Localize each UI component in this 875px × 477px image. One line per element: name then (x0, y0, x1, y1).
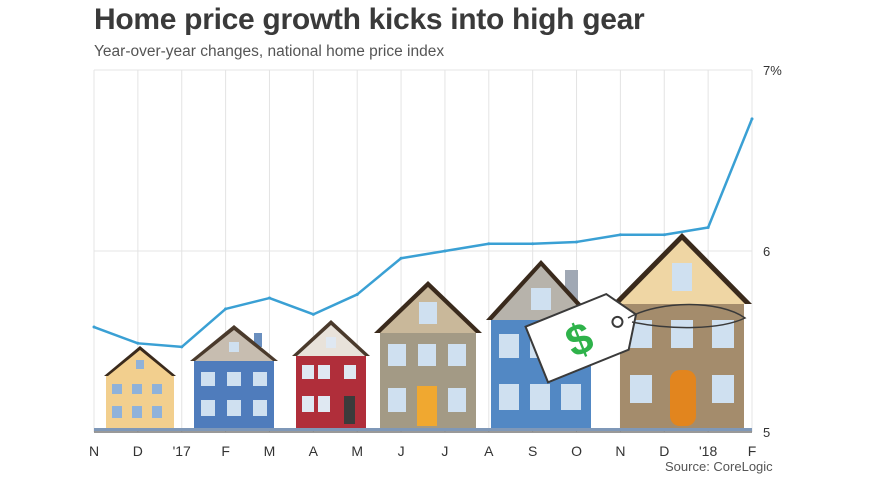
x-tick-label: O (571, 443, 582, 459)
data-point (487, 242, 491, 246)
y-tick-label: 6 (763, 244, 770, 259)
data-point (92, 325, 96, 329)
price-tag-icon: $ (524, 292, 638, 384)
x-tick-label: '17 (173, 443, 191, 459)
series-line (93, 118, 754, 349)
tag-string (627, 303, 747, 329)
x-tick-label: F (748, 443, 757, 459)
data-point (706, 225, 710, 229)
source-note: Source: CoreLogic (665, 459, 773, 474)
data-point (180, 345, 184, 349)
data-point (575, 240, 579, 244)
house-2-icon (190, 325, 278, 428)
y-tick-label: 5 (763, 425, 770, 440)
house-1-icon (104, 346, 176, 428)
x-tick-label: N (89, 443, 99, 459)
data-point (136, 341, 140, 345)
data-point (662, 233, 666, 237)
x-tick-label: M (351, 443, 363, 459)
data-points (92, 117, 754, 349)
data-point (531, 242, 535, 246)
x-tick-label: D (659, 443, 669, 459)
data-point (750, 117, 754, 121)
data-point (355, 292, 359, 296)
data-point (399, 256, 403, 260)
x-tick-label: F (221, 443, 230, 459)
x-tick-label: D (133, 443, 143, 459)
data-point (267, 296, 271, 300)
x-tick-label: N (615, 443, 625, 459)
x-tick-label: A (484, 443, 494, 459)
x-tick-label: A (309, 443, 319, 459)
data-point (618, 233, 622, 237)
data-point (224, 307, 228, 311)
chart-title: Home price growth kicks into high gear (94, 3, 645, 36)
x-tick-labels: N D '17 F M A M J J A S O N D '18 F (89, 443, 756, 459)
x-tick-label: J (441, 443, 448, 459)
x-tick-label: S (528, 443, 537, 459)
x-tick-label: J (398, 443, 405, 459)
y-tick-labels: 7% 6 5 (763, 63, 782, 440)
data-point (311, 312, 315, 316)
x-tick-label: '18 (699, 443, 717, 459)
data-point (443, 249, 447, 253)
chart-subtitle: Year-over-year changes, national home pr… (94, 43, 445, 60)
houses-illustration: $ (94, 233, 752, 431)
house-4-icon (374, 281, 482, 430)
y-tick-label: 7% (763, 63, 782, 78)
house-3-icon (292, 320, 370, 428)
house-6-icon (612, 233, 752, 430)
x-tick-label: M (264, 443, 276, 459)
